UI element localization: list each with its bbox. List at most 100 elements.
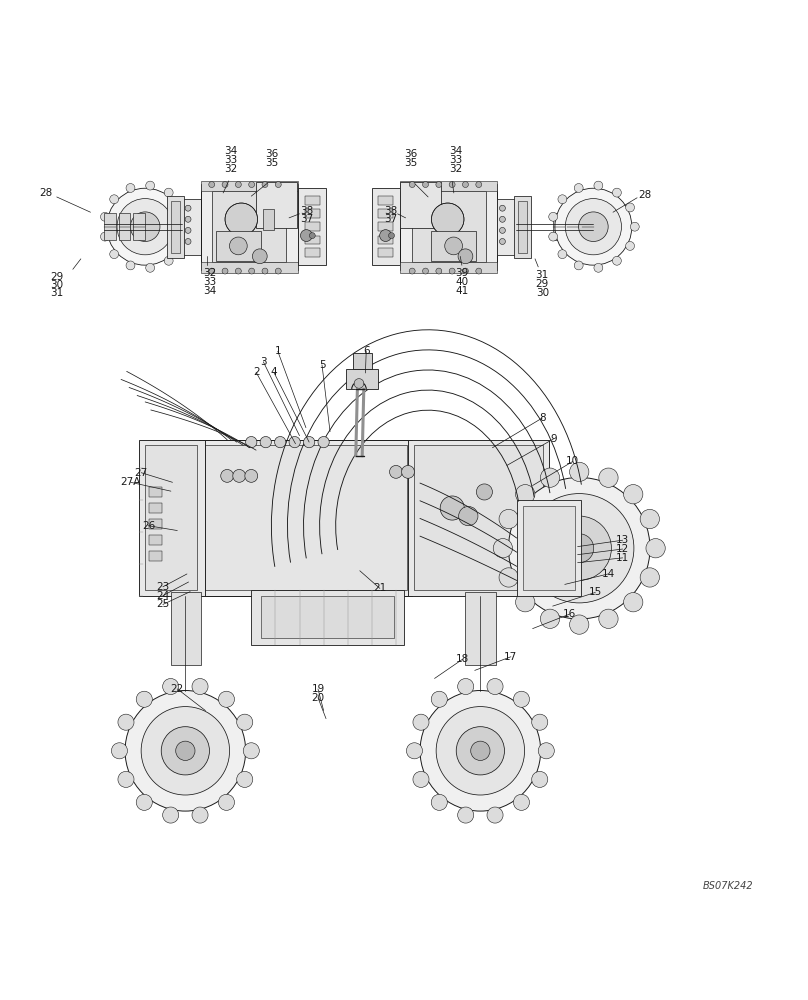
Circle shape bbox=[499, 227, 505, 233]
Text: 22: 22 bbox=[170, 684, 184, 694]
Circle shape bbox=[532, 771, 548, 787]
Circle shape bbox=[566, 199, 621, 255]
Circle shape bbox=[413, 771, 429, 787]
Text: 16: 16 bbox=[563, 609, 576, 619]
Text: 36: 36 bbox=[404, 149, 417, 159]
Bar bbox=[583, 213, 594, 240]
Circle shape bbox=[218, 691, 234, 707]
Circle shape bbox=[640, 509, 659, 529]
Circle shape bbox=[579, 212, 608, 241]
Circle shape bbox=[541, 609, 560, 628]
Circle shape bbox=[112, 743, 128, 759]
Circle shape bbox=[245, 469, 258, 482]
Text: 34: 34 bbox=[449, 146, 463, 156]
Text: 37: 37 bbox=[300, 214, 314, 224]
Circle shape bbox=[243, 743, 259, 759]
Text: 23: 23 bbox=[156, 582, 170, 592]
Text: 28: 28 bbox=[40, 188, 53, 198]
Text: 29: 29 bbox=[50, 272, 63, 282]
Circle shape bbox=[499, 239, 505, 244]
Circle shape bbox=[487, 807, 503, 823]
Circle shape bbox=[570, 615, 589, 634]
Circle shape bbox=[222, 268, 228, 274]
Circle shape bbox=[476, 182, 482, 188]
Bar bbox=[401, 184, 496, 270]
Bar bbox=[170, 592, 201, 665]
Circle shape bbox=[423, 182, 428, 188]
Text: 6: 6 bbox=[363, 346, 369, 356]
Bar bbox=[378, 236, 393, 244]
Circle shape bbox=[162, 727, 209, 775]
Circle shape bbox=[436, 182, 442, 188]
Text: 30: 30 bbox=[50, 280, 63, 290]
Circle shape bbox=[558, 195, 567, 204]
Circle shape bbox=[555, 188, 632, 265]
Text: 19: 19 bbox=[311, 684, 325, 694]
Text: 9: 9 bbox=[550, 434, 557, 444]
Circle shape bbox=[513, 691, 529, 707]
Circle shape bbox=[538, 743, 554, 759]
Text: 4: 4 bbox=[271, 367, 277, 377]
Circle shape bbox=[493, 539, 512, 558]
Circle shape bbox=[423, 268, 428, 274]
Circle shape bbox=[117, 199, 173, 255]
Circle shape bbox=[192, 678, 208, 695]
Circle shape bbox=[444, 237, 462, 255]
Circle shape bbox=[145, 263, 154, 272]
Circle shape bbox=[260, 436, 271, 448]
Circle shape bbox=[449, 268, 455, 274]
Circle shape bbox=[409, 182, 415, 188]
Text: 18: 18 bbox=[456, 654, 469, 664]
Bar bbox=[553, 213, 565, 240]
Circle shape bbox=[558, 250, 567, 259]
Circle shape bbox=[630, 222, 639, 231]
Circle shape bbox=[252, 249, 267, 264]
Bar bbox=[149, 487, 162, 497]
Circle shape bbox=[402, 465, 415, 478]
Bar bbox=[305, 196, 320, 205]
Text: BS07K242: BS07K242 bbox=[703, 881, 754, 891]
Circle shape bbox=[100, 232, 109, 241]
Circle shape bbox=[110, 195, 119, 204]
Circle shape bbox=[499, 509, 518, 529]
Text: 27A: 27A bbox=[120, 477, 141, 487]
Bar bbox=[415, 445, 543, 590]
Text: 33: 33 bbox=[225, 155, 238, 165]
Text: 20: 20 bbox=[311, 693, 325, 703]
Bar bbox=[514, 196, 531, 258]
Text: 10: 10 bbox=[566, 456, 579, 466]
Text: 12: 12 bbox=[616, 544, 629, 554]
Circle shape bbox=[208, 182, 215, 188]
Circle shape bbox=[318, 436, 329, 448]
Bar bbox=[256, 182, 297, 228]
Circle shape bbox=[107, 188, 183, 265]
Bar bbox=[378, 222, 393, 231]
Text: 26: 26 bbox=[141, 521, 155, 531]
Circle shape bbox=[549, 212, 558, 221]
Circle shape bbox=[612, 256, 621, 265]
Bar bbox=[378, 196, 393, 205]
Bar bbox=[567, 213, 579, 240]
Circle shape bbox=[499, 568, 518, 587]
Circle shape bbox=[516, 593, 535, 612]
Bar bbox=[263, 209, 274, 230]
Bar bbox=[516, 500, 581, 596]
Circle shape bbox=[175, 741, 195, 760]
Bar bbox=[103, 213, 116, 240]
Bar bbox=[171, 201, 180, 253]
Circle shape bbox=[262, 182, 268, 188]
Bar bbox=[575, 199, 588, 255]
Bar bbox=[182, 199, 201, 255]
Text: 38: 38 bbox=[300, 206, 314, 216]
Circle shape bbox=[458, 249, 473, 264]
Circle shape bbox=[625, 242, 634, 250]
Circle shape bbox=[449, 182, 455, 188]
Circle shape bbox=[462, 268, 469, 274]
Text: 30: 30 bbox=[536, 288, 549, 298]
Text: 31: 31 bbox=[50, 288, 63, 298]
Bar bbox=[496, 199, 516, 255]
Text: 40: 40 bbox=[456, 277, 469, 287]
Text: 34: 34 bbox=[203, 286, 216, 296]
Circle shape bbox=[304, 436, 315, 448]
Bar bbox=[212, 191, 286, 262]
